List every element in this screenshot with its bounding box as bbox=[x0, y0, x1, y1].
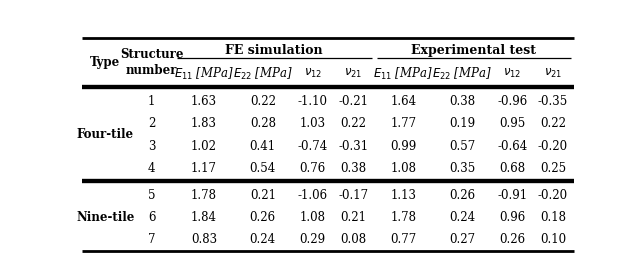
Text: 0.24: 0.24 bbox=[449, 211, 476, 224]
Text: 0.68: 0.68 bbox=[499, 162, 525, 175]
Text: 6: 6 bbox=[148, 211, 156, 224]
Text: 0.10: 0.10 bbox=[540, 233, 566, 246]
Text: 0.76: 0.76 bbox=[300, 162, 326, 175]
Text: 0.38: 0.38 bbox=[340, 162, 367, 175]
Text: -0.91: -0.91 bbox=[497, 189, 527, 202]
Text: -0.74: -0.74 bbox=[298, 140, 328, 152]
Text: 0.22: 0.22 bbox=[250, 95, 276, 108]
Text: $\nu_{12}$: $\nu_{12}$ bbox=[303, 67, 322, 80]
Text: 1: 1 bbox=[148, 95, 156, 108]
Text: $E_{11}$ [MPa]: $E_{11}$ [MPa] bbox=[373, 66, 433, 82]
Text: 0.21: 0.21 bbox=[250, 189, 276, 202]
Text: -0.17: -0.17 bbox=[339, 189, 369, 202]
Text: 4: 4 bbox=[148, 162, 156, 175]
Text: -0.64: -0.64 bbox=[497, 140, 527, 152]
Text: -0.96: -0.96 bbox=[497, 95, 527, 108]
Text: -1.06: -1.06 bbox=[298, 189, 328, 202]
Text: 0.95: 0.95 bbox=[499, 117, 525, 130]
Text: -0.21: -0.21 bbox=[339, 95, 369, 108]
Text: 0.26: 0.26 bbox=[449, 189, 476, 202]
Text: 7: 7 bbox=[148, 233, 156, 246]
Text: 0.41: 0.41 bbox=[250, 140, 276, 152]
Text: 1.63: 1.63 bbox=[191, 95, 217, 108]
Text: 1.13: 1.13 bbox=[390, 189, 417, 202]
Text: 0.27: 0.27 bbox=[449, 233, 476, 246]
Text: 0.21: 0.21 bbox=[340, 211, 367, 224]
Text: 1.83: 1.83 bbox=[191, 117, 217, 130]
Text: 0.19: 0.19 bbox=[449, 117, 476, 130]
Text: 0.26: 0.26 bbox=[250, 211, 276, 224]
Text: 0.83: 0.83 bbox=[191, 233, 217, 246]
Text: $E_{22}$ [MPa]: $E_{22}$ [MPa] bbox=[432, 66, 492, 82]
Text: 5: 5 bbox=[148, 189, 156, 202]
Text: 1.77: 1.77 bbox=[390, 117, 417, 130]
Text: 1.02: 1.02 bbox=[191, 140, 217, 152]
Text: -0.35: -0.35 bbox=[538, 95, 568, 108]
Text: 0.22: 0.22 bbox=[340, 117, 367, 130]
Text: Nine-tile: Nine-tile bbox=[76, 211, 134, 224]
Text: 0.57: 0.57 bbox=[449, 140, 476, 152]
Text: $E_{11}$ [MPa]: $E_{11}$ [MPa] bbox=[174, 66, 234, 82]
Text: 1.64: 1.64 bbox=[390, 95, 417, 108]
Text: $\nu_{21}$: $\nu_{21}$ bbox=[344, 67, 363, 80]
Text: 1.17: 1.17 bbox=[191, 162, 217, 175]
Text: -0.20: -0.20 bbox=[538, 189, 568, 202]
Text: -0.20: -0.20 bbox=[538, 140, 568, 152]
Text: Type: Type bbox=[90, 55, 120, 69]
Text: 0.99: 0.99 bbox=[390, 140, 417, 152]
Text: -0.31: -0.31 bbox=[339, 140, 369, 152]
Text: 1.78: 1.78 bbox=[390, 211, 417, 224]
Text: 0.22: 0.22 bbox=[540, 117, 566, 130]
Text: 1.78: 1.78 bbox=[191, 189, 217, 202]
Text: 0.38: 0.38 bbox=[449, 95, 476, 108]
Text: -1.10: -1.10 bbox=[298, 95, 328, 108]
Text: Structure
number: Structure number bbox=[120, 48, 183, 77]
Text: $\nu_{21}$: $\nu_{21}$ bbox=[544, 67, 562, 80]
Text: 1.08: 1.08 bbox=[390, 162, 417, 175]
Text: Experimental test: Experimental test bbox=[412, 44, 536, 57]
Text: 0.08: 0.08 bbox=[340, 233, 367, 246]
Text: 0.25: 0.25 bbox=[540, 162, 566, 175]
Text: FE simulation: FE simulation bbox=[225, 44, 323, 57]
Text: $\nu_{12}$: $\nu_{12}$ bbox=[503, 67, 521, 80]
Text: 2: 2 bbox=[148, 117, 156, 130]
Text: 0.24: 0.24 bbox=[250, 233, 276, 246]
Text: 0.26: 0.26 bbox=[499, 233, 525, 246]
Text: 0.18: 0.18 bbox=[540, 211, 566, 224]
Text: 1.03: 1.03 bbox=[300, 117, 326, 130]
Text: 3: 3 bbox=[148, 140, 156, 152]
Text: 1.08: 1.08 bbox=[300, 211, 326, 224]
Text: Four-tile: Four-tile bbox=[77, 128, 134, 142]
Text: $E_{22}$ [MPa]: $E_{22}$ [MPa] bbox=[233, 66, 293, 82]
Text: 0.96: 0.96 bbox=[499, 211, 525, 224]
Text: 0.54: 0.54 bbox=[250, 162, 276, 175]
Text: 0.35: 0.35 bbox=[449, 162, 476, 175]
Text: 0.28: 0.28 bbox=[250, 117, 276, 130]
Text: 0.77: 0.77 bbox=[390, 233, 417, 246]
Text: 0.29: 0.29 bbox=[300, 233, 326, 246]
Text: 1.84: 1.84 bbox=[191, 211, 217, 224]
